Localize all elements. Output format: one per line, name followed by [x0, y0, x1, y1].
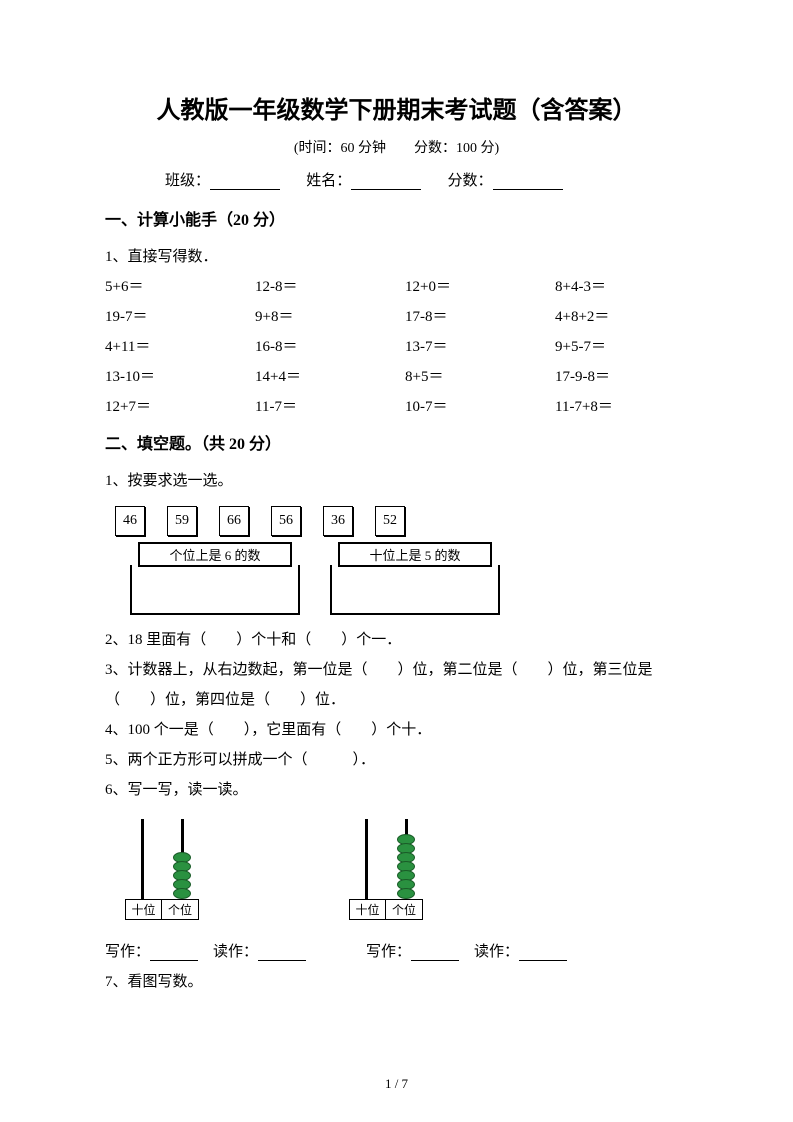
calc-cell: 13-7＝	[405, 332, 555, 362]
write-read-right: 写作： 读作：	[366, 940, 567, 961]
abacus-base: 十位 个位	[125, 899, 199, 920]
number-card: 46	[115, 506, 145, 536]
read-label: 读作：	[213, 944, 258, 960]
blank-write[interactable]	[411, 945, 459, 961]
page-number: 1 / 7	[0, 1076, 793, 1092]
rod-ones	[396, 819, 416, 899]
s2-q2: 2、18 里面有（ ）个十和（ ）个一．	[105, 625, 688, 655]
calc-cell: 4+11＝	[105, 332, 255, 362]
abacus-base: 十位 个位	[349, 899, 423, 920]
blank-name[interactable]	[351, 174, 421, 190]
read-label: 读作：	[474, 944, 519, 960]
write-read-left: 写作： 读作：	[105, 940, 306, 961]
label-score: 分数：	[448, 173, 493, 189]
calc-cell: 11-7+8＝	[555, 392, 685, 422]
calc-cell: 11-7＝	[255, 392, 405, 422]
ones-label: 个位	[386, 900, 422, 919]
bin-2: 十位上是 5 的数	[330, 542, 500, 615]
calc-cell: 14+4＝	[255, 362, 405, 392]
number-card: 52	[375, 506, 405, 536]
ones-label: 个位	[162, 900, 198, 919]
bead	[173, 888, 191, 899]
calc-cell: 12-8＝	[255, 272, 405, 302]
card-row: 46 59 66 56 36 52	[115, 506, 688, 536]
section2-heading: 二、填空题。（共 20 分）	[105, 430, 688, 454]
rod-tens	[132, 819, 152, 899]
rod-tens	[356, 819, 376, 899]
doc-title: 人教版一年级数学下册期末考试题（含答案）	[105, 90, 688, 125]
abacus-right: 十位 个位	[349, 819, 423, 920]
calc-cell: 9+5-7＝	[555, 332, 685, 362]
s2-q1: 1、按要求选一选。	[105, 466, 688, 496]
number-card: 36	[323, 506, 353, 536]
s2-q7: 7、看图写数。	[105, 967, 688, 997]
calc-cell: 5+6＝	[105, 272, 255, 302]
number-card: 59	[167, 506, 197, 536]
doc-meta: (时间：60 分钟 分数：100 分)	[105, 137, 688, 157]
calc-cell: 4+8+2＝	[555, 302, 685, 332]
blank-class[interactable]	[210, 174, 280, 190]
calc-cell: 12+7＝	[105, 392, 255, 422]
tens-label: 十位	[350, 900, 386, 919]
bin1-box[interactable]	[130, 565, 300, 615]
calc-cell: 8+4-3＝	[555, 272, 685, 302]
s2-q6: 6、写一写，读一读。	[105, 775, 688, 805]
blank-read[interactable]	[519, 945, 567, 961]
bin-1: 个位上是 6 的数	[130, 542, 300, 615]
number-card: 56	[271, 506, 301, 536]
bin1-label: 个位上是 6 的数	[138, 542, 292, 567]
rod-ones	[172, 819, 192, 899]
abacus-row: 十位 个位 十位 个位	[125, 819, 688, 920]
label-class: 班级：	[165, 173, 210, 189]
tens-label: 十位	[126, 900, 162, 919]
blank-write[interactable]	[150, 945, 198, 961]
write-label: 写作：	[105, 944, 150, 960]
s2-q3: 3、计数器上，从右边数起，第一位是（ ）位，第二位是（ ）位，第三位是（ ）位，…	[105, 655, 688, 715]
calc-cell: 17-8＝	[405, 302, 555, 332]
calc-grid: 5+6＝ 12-8＝ 12+0＝ 8+4-3＝ 19-7＝ 9+8＝ 17-8＝…	[105, 272, 688, 422]
calc-cell: 19-7＝	[105, 302, 255, 332]
calc-cell: 17-9-8＝	[555, 362, 685, 392]
write-read-row: 写作： 读作： 写作： 读作：	[105, 940, 688, 961]
blank-read[interactable]	[258, 945, 306, 961]
blank-score[interactable]	[493, 174, 563, 190]
label-name: 姓名：	[306, 173, 351, 189]
bin2-box[interactable]	[330, 565, 500, 615]
s2-q5: 5、两个正方形可以拼成一个（ ）．	[105, 745, 688, 775]
info-row: 班级： 姓名： 分数：	[105, 169, 688, 190]
calc-cell: 13-10＝	[105, 362, 255, 392]
s1-q1: 1、直接写得数．	[105, 242, 688, 272]
s2-q4: 4、100 个一是（ ），它里面有（ ）个十．	[105, 715, 688, 745]
sort-bins: 个位上是 6 的数 十位上是 5 的数	[130, 542, 688, 615]
bead	[397, 888, 415, 899]
calc-cell: 16-8＝	[255, 332, 405, 362]
bin2-label: 十位上是 5 的数	[338, 542, 492, 567]
calc-cell: 10-7＝	[405, 392, 555, 422]
abacus-left: 十位 个位	[125, 819, 199, 920]
write-label: 写作：	[366, 944, 411, 960]
calc-cell: 9+8＝	[255, 302, 405, 332]
number-card: 66	[219, 506, 249, 536]
calc-cell: 8+5＝	[405, 362, 555, 392]
section1-heading: 一、计算小能手（20 分）	[105, 206, 688, 230]
calc-cell: 12+0＝	[405, 272, 555, 302]
